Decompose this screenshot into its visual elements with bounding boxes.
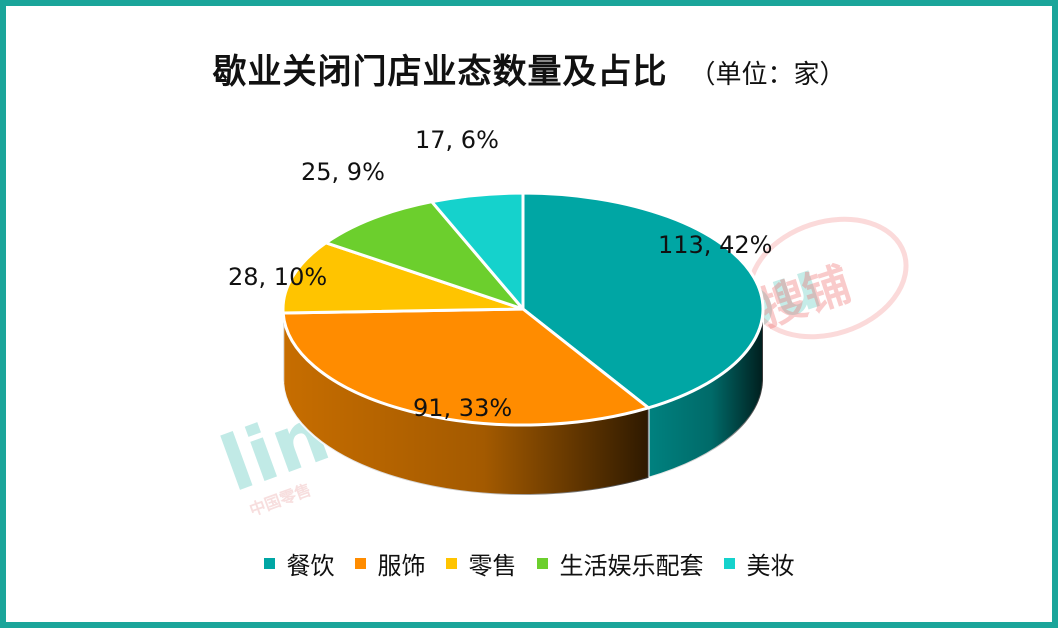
legend-item-4: 美妆 bbox=[723, 546, 795, 581]
pie-top-layer bbox=[281, 191, 765, 427]
pie-slice-4 bbox=[430, 191, 525, 311]
pie-slice-3 bbox=[324, 200, 525, 311]
pie-slice-0 bbox=[521, 191, 765, 410]
legend-item-2: 零售 bbox=[445, 546, 517, 581]
pie-slice-1 bbox=[281, 307, 651, 427]
pie-slice-2 bbox=[281, 241, 525, 315]
chart-title-row: 歇业关闭门店业态数量及占比 （单位：家） bbox=[6, 44, 1052, 93]
data-label-4: 17, 6% bbox=[415, 126, 499, 154]
pie-side-shade-0 bbox=[648, 309, 763, 478]
pie-side-layer bbox=[282, 308, 764, 496]
legend-item-0: 餐饮 bbox=[263, 546, 335, 581]
legend-swatch-2 bbox=[445, 558, 457, 569]
data-label-3: 25, 9% bbox=[301, 158, 385, 186]
chart-title: 歇业关闭门店业态数量及占比 bbox=[212, 52, 668, 92]
legend-swatch-4 bbox=[723, 558, 735, 569]
legend-label-0: 餐饮 bbox=[286, 552, 335, 580]
legend-label-2: 零售 bbox=[468, 552, 517, 580]
legend: 餐饮 服饰 零售 生活娱乐配套 美妆 bbox=[6, 546, 1052, 581]
legend-label-4: 美妆 bbox=[746, 552, 795, 580]
data-label-0: 113, 42% bbox=[658, 231, 772, 259]
data-label-2: 28, 10% bbox=[228, 263, 327, 291]
legend-swatch-1 bbox=[354, 558, 366, 569]
pie-side-shade-1 bbox=[283, 312, 649, 496]
legend-item-3: 生活娱乐配套 bbox=[536, 546, 704, 581]
chart-unit-note: （单位：家） bbox=[689, 60, 846, 90]
data-label-layer: 113, 42% 91, 33% 28, 10% 25, 9% 17, 6% bbox=[228, 126, 772, 422]
legend-item-1: 服饰 bbox=[354, 546, 426, 581]
legend-label-3: 生活娱乐配套 bbox=[559, 552, 704, 580]
legend-label-1: 服饰 bbox=[377, 552, 426, 580]
pie-chart: linkshop联商网中国零售soupu.com搜铺 113, 42%91, 3… bbox=[210, 126, 909, 520]
legend-swatch-3 bbox=[536, 558, 548, 569]
data-label-1: 91, 33% bbox=[413, 394, 512, 422]
legend-swatch-0 bbox=[263, 558, 275, 569]
